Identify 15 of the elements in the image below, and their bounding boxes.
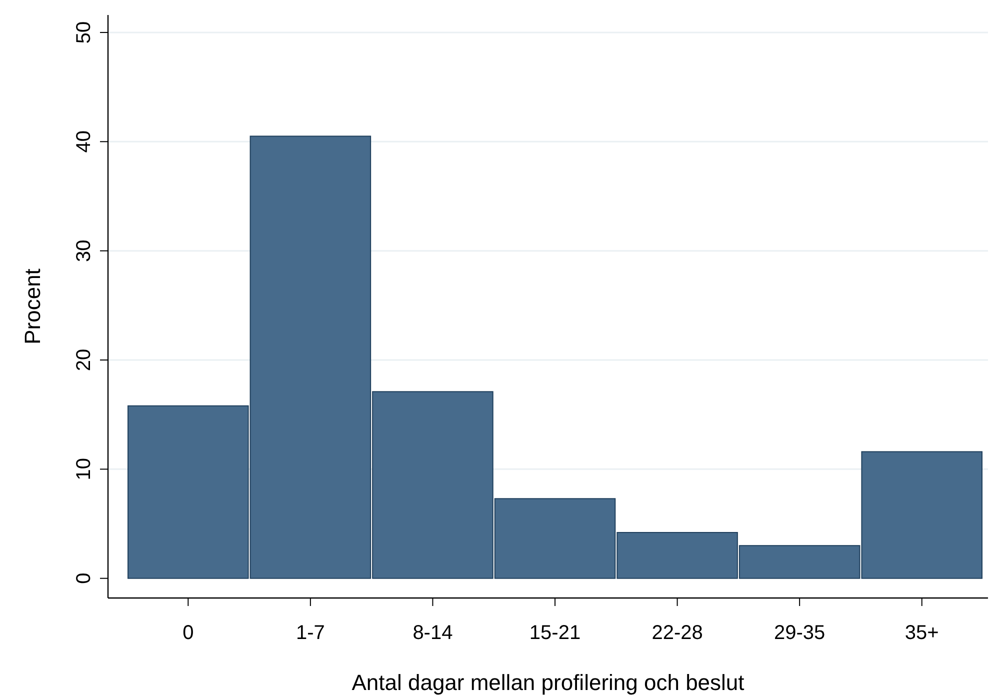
x-tick-label: 29-35 [774, 622, 826, 644]
y-tick-label: 10 [73, 458, 95, 480]
x-tick-label: 15-21 [529, 622, 581, 644]
y-tick-label: 20 [73, 348, 95, 372]
y-tick-label: 0 [73, 572, 95, 584]
y-tick-label: 30 [73, 240, 95, 262]
x-tick-label: 8-14 [412, 622, 453, 644]
y-tick-label: 40 [73, 130, 95, 153]
x-axis-title: Antal dagar mellan profilering och beslut [352, 670, 744, 695]
x-tick-label: 22-28 [652, 622, 703, 644]
x-tick-label: 1-7 [296, 622, 325, 644]
y-tick-label: 50 [73, 21, 95, 44]
x-tick-label: 35+ [904, 622, 939, 644]
x-tick-label: 0 [182, 622, 194, 644]
y-axis-title: Procent [20, 268, 45, 344]
